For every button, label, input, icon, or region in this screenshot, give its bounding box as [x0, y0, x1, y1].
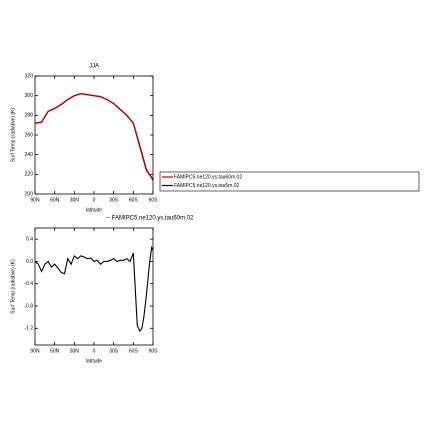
plot-frame: [34, 75, 154, 195]
y-tick-label: 220: [25, 172, 34, 178]
x-tick-label: 0: [93, 348, 96, 354]
x-tick-label: 30S: [109, 348, 119, 354]
x-tick-label: 60N: [50, 348, 60, 354]
x-tick-label: 60S: [129, 348, 139, 354]
x-tick-label: 60N: [50, 197, 60, 203]
y-tick-label: 300: [25, 93, 34, 99]
x-axis-label: latitude: [86, 207, 102, 213]
data-line: [34, 245, 154, 333]
y-axis-label: Surf Temp (radiative) (K): [10, 259, 16, 314]
x-tick-label: 90N: [30, 197, 40, 203]
y-tick-label: 200: [25, 191, 34, 197]
y-tick-label: -0.8: [24, 303, 33, 309]
legend-label: FAMIPC5.ne120.ys.tau60m.02: [174, 174, 242, 180]
y-axis-label: Surf Temp (radiative) (K): [10, 107, 16, 162]
x-tick-label: 90N: [30, 348, 40, 354]
y-tick-label: 320: [25, 73, 34, 79]
x-tick-label: 30S: [109, 197, 119, 203]
legend-box: [159, 171, 420, 192]
x-tick-label: 30N: [70, 197, 80, 203]
chart-title: – FAMIPC5.ne120.ys.tau60m.02: [107, 216, 194, 222]
plot-frame: [34, 227, 154, 346]
y-tick-label: 260: [25, 132, 34, 138]
x-axis-label: latitude: [86, 358, 102, 364]
x-tick-label: 90S: [149, 348, 159, 354]
x-tick-label: 90S: [149, 197, 159, 203]
data-line: [34, 92, 154, 180]
y-tick-label: -1.2: [24, 326, 33, 332]
y-tick-label: -0.4: [24, 281, 33, 287]
x-tick-label: 60S: [129, 197, 139, 203]
legend-label: FAMIPC5.ne120.ys.tau5m.02: [174, 183, 240, 189]
y-tick-label: 240: [25, 152, 34, 158]
chart-title: JJA: [89, 64, 99, 70]
y-tick-label: 280: [25, 113, 34, 119]
y-tick-label: 0.4: [26, 236, 33, 242]
y-tick-label: 0.0: [26, 259, 33, 265]
data-line: [34, 93, 154, 181]
x-tick-label: 0: [93, 197, 96, 203]
x-tick-label: 30N: [70, 348, 80, 354]
